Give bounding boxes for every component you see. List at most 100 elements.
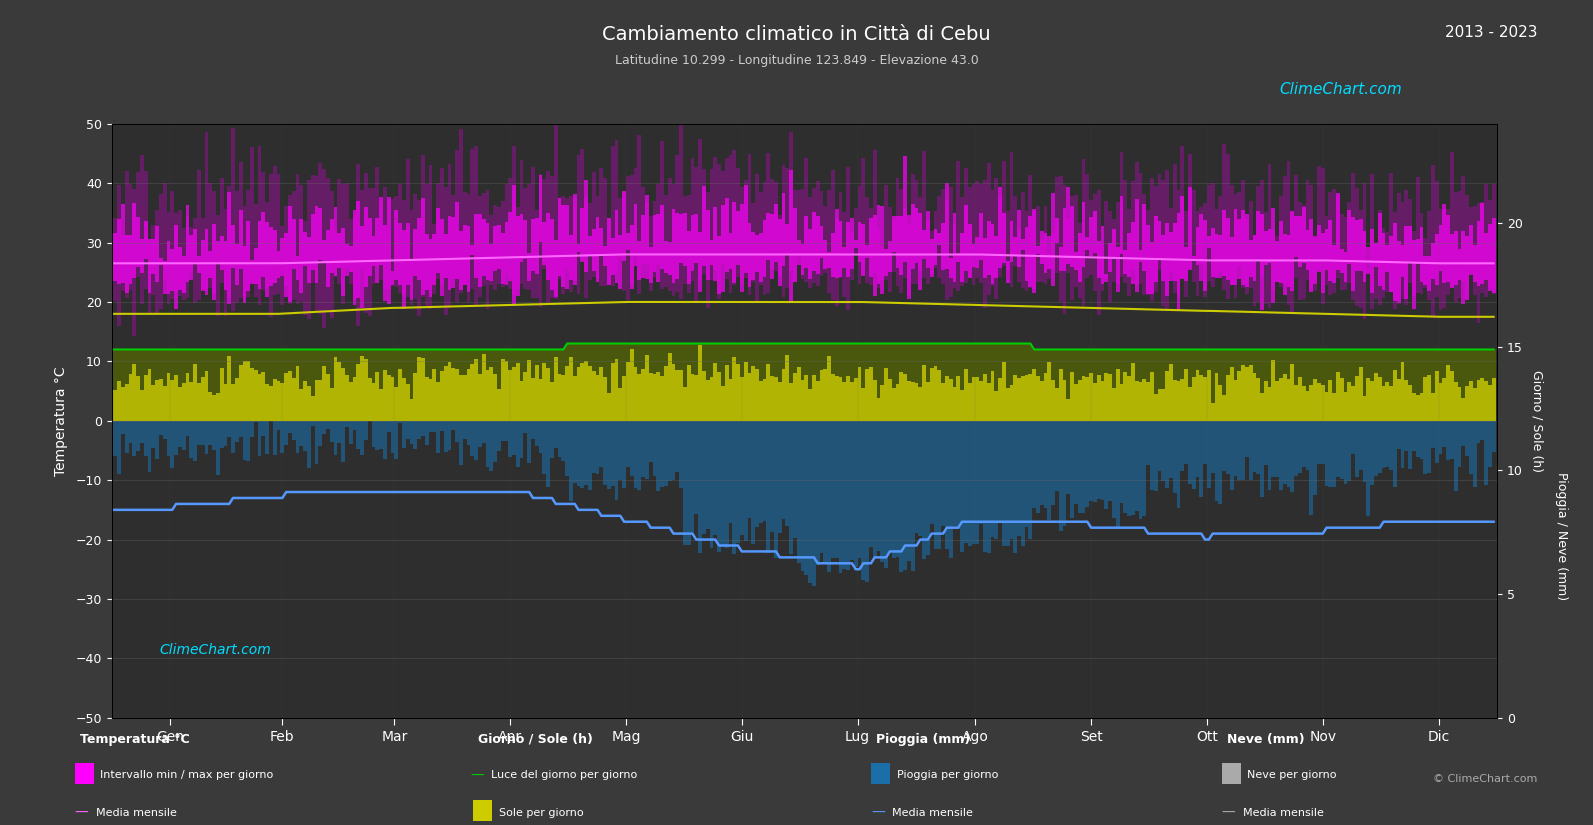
Bar [349, 246, 352, 271]
Bar [1131, 350, 1134, 421]
Bar [566, 365, 569, 421]
Bar [288, 206, 292, 302]
Bar [698, 232, 703, 292]
Bar [884, 185, 887, 280]
Bar [170, 191, 174, 299]
Bar [1082, 202, 1085, 266]
Bar [401, 200, 406, 295]
Bar [782, 370, 785, 421]
Bar [1381, 233, 1386, 290]
Bar [376, 350, 379, 421]
Bar [1381, 421, 1386, 468]
Bar [1386, 382, 1389, 421]
Bar [258, 421, 261, 456]
Bar [588, 203, 593, 280]
Bar [1348, 382, 1351, 421]
Bar [758, 192, 763, 285]
Bar [519, 350, 524, 421]
Bar [914, 208, 919, 263]
Bar [110, 380, 113, 421]
Bar [190, 421, 193, 458]
Bar [182, 421, 185, 450]
Bar [846, 222, 851, 277]
Bar [824, 205, 827, 273]
Y-axis label: Temperatura °C: Temperatura °C [54, 366, 68, 475]
Bar [994, 391, 999, 421]
Bar [170, 350, 174, 421]
Text: Pioggia per giorno: Pioggia per giorno [897, 771, 999, 780]
Bar [140, 390, 143, 421]
Bar [566, 205, 569, 289]
Bar [311, 214, 315, 270]
Bar [911, 343, 914, 421]
Bar [722, 343, 725, 421]
Bar [1469, 207, 1474, 271]
Bar [922, 365, 926, 421]
Bar [341, 368, 346, 421]
Bar [1438, 384, 1442, 421]
Bar [1188, 388, 1192, 421]
Bar [234, 243, 239, 285]
Bar [1461, 398, 1466, 421]
Bar [933, 229, 937, 265]
Bar [1260, 180, 1263, 276]
Bar [854, 208, 857, 255]
Bar [159, 421, 162, 435]
Bar [198, 421, 201, 445]
Bar [481, 193, 486, 286]
Bar [816, 421, 820, 565]
Bar [777, 421, 782, 533]
Bar [1055, 421, 1059, 491]
Bar [1375, 243, 1378, 267]
Bar [933, 421, 937, 549]
Bar [561, 421, 566, 461]
Bar [1488, 350, 1491, 421]
Bar [690, 158, 695, 281]
Bar [379, 421, 382, 450]
Bar [994, 421, 999, 539]
Bar [1128, 350, 1131, 421]
Bar [1480, 350, 1485, 421]
Bar [250, 369, 253, 421]
Bar [132, 350, 135, 421]
Bar [1427, 375, 1431, 421]
Bar [679, 214, 683, 263]
Bar [167, 421, 170, 456]
Bar [401, 350, 406, 421]
Bar [371, 350, 376, 421]
Bar [129, 421, 132, 442]
Bar [1002, 343, 1005, 421]
Bar [322, 421, 327, 434]
Bar [1252, 234, 1257, 306]
Y-axis label: Giorno / Sole (h): Giorno / Sole (h) [1531, 370, 1544, 472]
Bar [417, 421, 421, 439]
Bar [930, 368, 933, 421]
Bar [1469, 225, 1474, 276]
Bar [1180, 421, 1184, 471]
Bar [1082, 376, 1085, 421]
Bar [220, 368, 223, 421]
Bar [980, 185, 983, 283]
Bar [656, 343, 660, 421]
Bar [1093, 350, 1098, 421]
Text: 2013 - 2023: 2013 - 2023 [1445, 25, 1537, 40]
Bar [573, 376, 577, 421]
Bar [615, 359, 618, 421]
Bar [796, 240, 801, 266]
Bar [1381, 228, 1386, 299]
Bar [486, 350, 489, 421]
Bar [884, 343, 887, 421]
Bar [832, 374, 835, 421]
Bar [554, 239, 558, 297]
Bar [1474, 245, 1477, 282]
Bar [349, 350, 352, 421]
Bar [1169, 350, 1172, 421]
Bar [1469, 421, 1474, 474]
Bar [1070, 206, 1074, 266]
Bar [143, 421, 148, 456]
Bar [1219, 421, 1222, 504]
Bar [911, 421, 914, 572]
Bar [129, 235, 132, 284]
Bar [986, 384, 991, 421]
Bar [182, 256, 185, 293]
